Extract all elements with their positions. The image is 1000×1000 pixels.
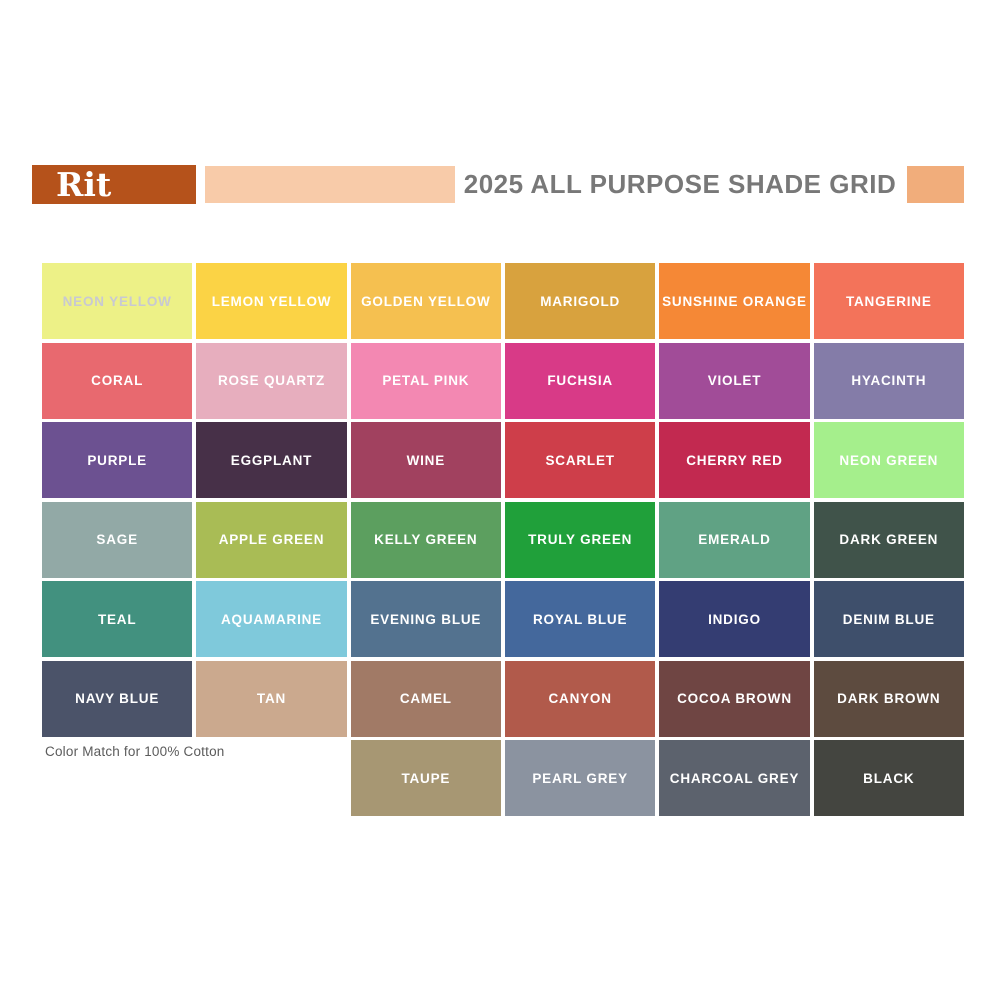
swatch-teal: TEAL [42,581,193,657]
swatch-label: PETAL PINK [382,373,470,388]
swatch-label: MARIGOLD [540,293,621,309]
swatch-label: FUCHSIA [547,373,613,388]
swatch-scarlet: SCARLET [504,422,656,498]
swatch-label: EVENING BLUE [370,611,482,627]
swatch-label: GOLDEN YELLOW [361,293,491,309]
page-title: 2025 ALL PURPOSE SHADE GRID [463,169,897,199]
swatch-label: ROSE QUARTZ [217,373,326,388]
swatch-violet: VIOLET [659,342,810,419]
swatch-label: VIOLET [707,373,762,388]
swatch-cherry-red: CHERRY RED [659,422,810,498]
swatch-label: TANGERINE [845,293,932,309]
swatch-label: CHERRY RED [686,452,783,468]
swatch-neon-yellow: NEON YELLOW [42,263,193,339]
swatch-label: EMERALD [698,532,771,547]
swatch-aquamarine: AQUAMARINE [196,581,347,657]
swatch-petal-pink: PETAL PINK [350,342,501,419]
swatch-label: COCOA BROWN [677,691,792,706]
swatch-pearl-grey: PEARL GREY [504,740,656,816]
shade-grid: NEON YELLOW LEMON YELLOW GOLDEN YELLOW MARI… [42,263,964,820]
swatch-label: EGGPLANT [230,452,313,468]
rit-logo-text: Rit [56,165,112,204]
swatch-label: TAN [256,691,287,706]
swatch-coral: CORAL [42,342,193,419]
swatch-charcoal-grey: CHARCOAL GREY [659,740,810,816]
swatch-label: CANYON [548,691,612,706]
swatch-black: BLACK [813,740,964,816]
swatch-purple: PURPLE [42,422,193,498]
swatch-label: TEAL [97,611,137,627]
swatch-label: DARK GREEN [839,532,939,547]
swatch-dark-green: DARK GREEN [813,501,964,578]
swatch-kelly-green: KELLY GREEN [350,501,501,578]
swatch-label: INDIGO [708,611,761,627]
swatch-label: CHARCOAL GREY [669,770,800,786]
swatch-lemon-yellow: LEMON YELLOW [196,263,347,339]
swatch-label: NEON YELLOW [62,293,172,309]
swatch-label: PEARL GREY [532,770,628,786]
swatch-label: LEMON YELLOW [211,293,332,309]
rit-logo: Rit [32,165,196,204]
swatch-wine: WINE [350,422,501,498]
swatch-indigo: INDIGO [659,581,810,657]
swatch-cocoa-brown: COCOA BROWN [659,660,810,737]
swatch-sage: SAGE [42,501,193,578]
swatch-label: KELLY GREEN [374,532,478,547]
header-color-bar [205,166,455,203]
swatch-apple-green: APPLE GREEN [196,501,347,578]
swatch-label: DENIM BLUE [842,611,935,627]
swatch-tangerine: TANGERINE [813,263,964,339]
swatch-dark-brown: DARK BROWN [813,660,964,737]
swatch-label: ROYAL BLUE [533,611,628,627]
swatch-golden-yellow: GOLDEN YELLOW [350,263,501,339]
swatch-row: CORAL ROSE QUARTZ PETAL PINK FUCHSIA VIOLET H… [42,342,964,419]
swatch-row: SAGE APPLE GREEN KELLY GREEN TRULY GREEN EME… [42,501,964,578]
swatch-label: CAMEL [399,691,452,706]
swatch-label: CORAL [91,373,144,388]
swatch-neon-green: NEON GREEN [813,422,964,498]
swatch-label: APPLE GREEN [218,532,325,547]
swatch-denim-blue: DENIM BLUE [813,581,964,657]
swatch-canyon: CANYON [504,660,656,737]
swatch-row: NAVY BLUE TAN CAMEL CANYON COCOA BROWN DARK B… [42,660,964,737]
swatch-row: TAUPE PEARL GREY CHARCOAL GREY BLACK [42,740,964,816]
swatch-label: NAVY BLUE [75,691,160,706]
swatch-eggplant: EGGPLANT [196,422,347,498]
swatch-evening-blue: EVENING BLUE [350,581,501,657]
swatch-royal-blue: ROYAL BLUE [504,581,656,657]
swatch-row: TEAL AQUAMARINE EVENING BLUE ROYAL BLUE INDI… [42,581,964,657]
swatch-label: SAGE [96,532,138,547]
swatch-label: DARK BROWN [837,691,941,706]
swatch-hyacinth: HYACINTH [813,342,964,419]
swatch-camel: CAMEL [350,660,501,737]
swatch-row: PURPLE EGGPLANT WINE SCARLET CHERRY RED NEON … [42,422,964,498]
swatch-label: WINE [406,452,446,468]
swatch-label: HYACINTH [851,373,927,388]
header-right-color-box [907,166,964,203]
swatch-rose-quartz: ROSE QUARTZ [196,342,347,419]
swatch-sunshine-orange: SUNSHINE ORANGE [659,263,810,339]
swatch-fuchsia: FUCHSIA [504,342,656,419]
swatch-label: BLACK [863,770,915,786]
swatch-navy-blue: NAVY BLUE [42,660,193,737]
cotton-match-footnote: Color Match for 100% Cotton [45,744,225,759]
swatch-label: TRULY GREEN [528,532,633,547]
swatch-label: TAUPE [401,770,451,786]
swatch-label: SCARLET [545,452,615,468]
swatch-truly-green: TRULY GREEN [504,501,656,578]
swatch-label: SUNSHINE ORANGE [662,293,807,309]
swatch-marigold: MARIGOLD [504,263,656,339]
swatch-label: PURPLE [87,452,147,468]
swatch-taupe: TAUPE [350,740,501,816]
swatch-label: NEON GREEN [839,452,939,468]
swatch-tan: TAN [196,660,347,737]
swatch-emerald: EMERALD [659,501,810,578]
swatch-label: AQUAMARINE [220,611,322,627]
swatch-row: NEON YELLOW LEMON YELLOW GOLDEN YELLOW MARI… [42,263,964,339]
